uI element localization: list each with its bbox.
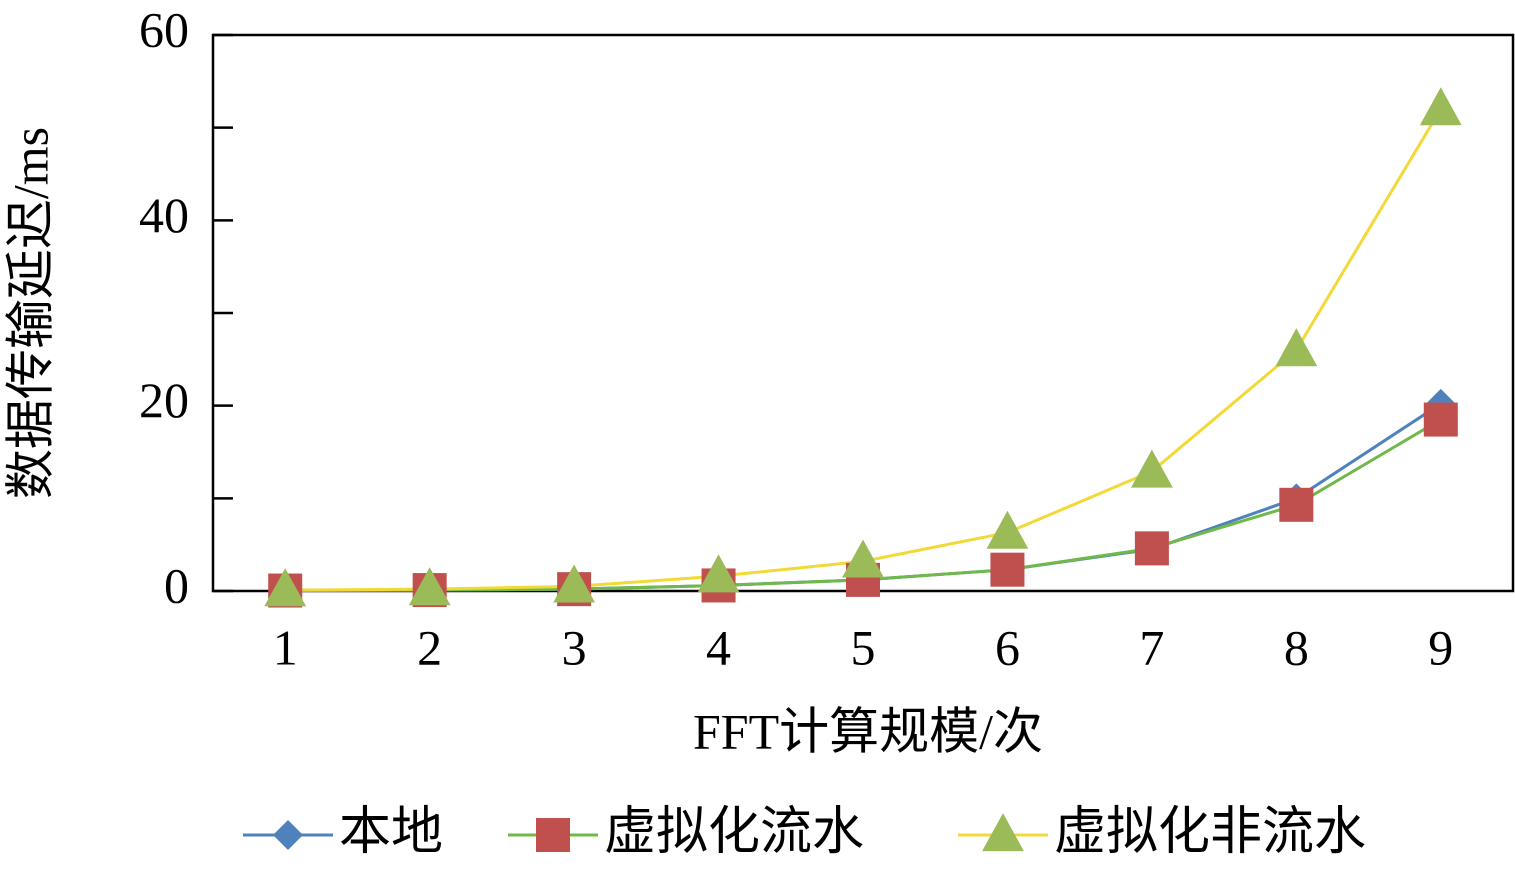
marker (553, 564, 596, 603)
marker (1419, 87, 1462, 126)
marker (1134, 531, 1169, 566)
marker (1130, 449, 1173, 488)
marker (990, 552, 1025, 587)
x-tick-label: 4 (706, 619, 731, 675)
y-tick-label: 0 (164, 557, 189, 613)
x-tick-label: 6 (995, 619, 1020, 675)
x-axis-title: FFT计算规模/次 (693, 703, 1043, 759)
legend-marker (273, 820, 303, 850)
marker (1279, 487, 1314, 522)
marker (697, 554, 740, 593)
y-tick-label: 60 (139, 1, 189, 57)
x-tick-label: 8 (1284, 619, 1309, 675)
x-tick-label: 1 (273, 619, 298, 675)
y-axis-title: 数据传输延迟/ms (2, 127, 58, 499)
legend-label: 虚拟化流水 (604, 804, 864, 861)
legend-marker (536, 818, 570, 852)
marker (264, 568, 307, 607)
marker (1275, 328, 1318, 367)
marker (408, 567, 451, 606)
y-tick-label: 40 (139, 187, 189, 243)
marker (986, 510, 1029, 549)
series-line (285, 108, 1443, 592)
x-tick-label: 3 (562, 619, 587, 675)
legend-label: 虚拟化非流水 (1054, 804, 1366, 861)
x-tick-label: 7 (1139, 619, 1164, 675)
legend-label: 本地 (339, 804, 443, 861)
marker (842, 539, 884, 578)
x-tick-label: 5 (851, 619, 876, 675)
y-tick-label: 20 (139, 372, 189, 428)
legend-marker (982, 813, 1024, 852)
marker (1423, 402, 1458, 437)
x-tick-label: 9 (1428, 619, 1453, 675)
x-tick-label: 2 (417, 619, 442, 675)
